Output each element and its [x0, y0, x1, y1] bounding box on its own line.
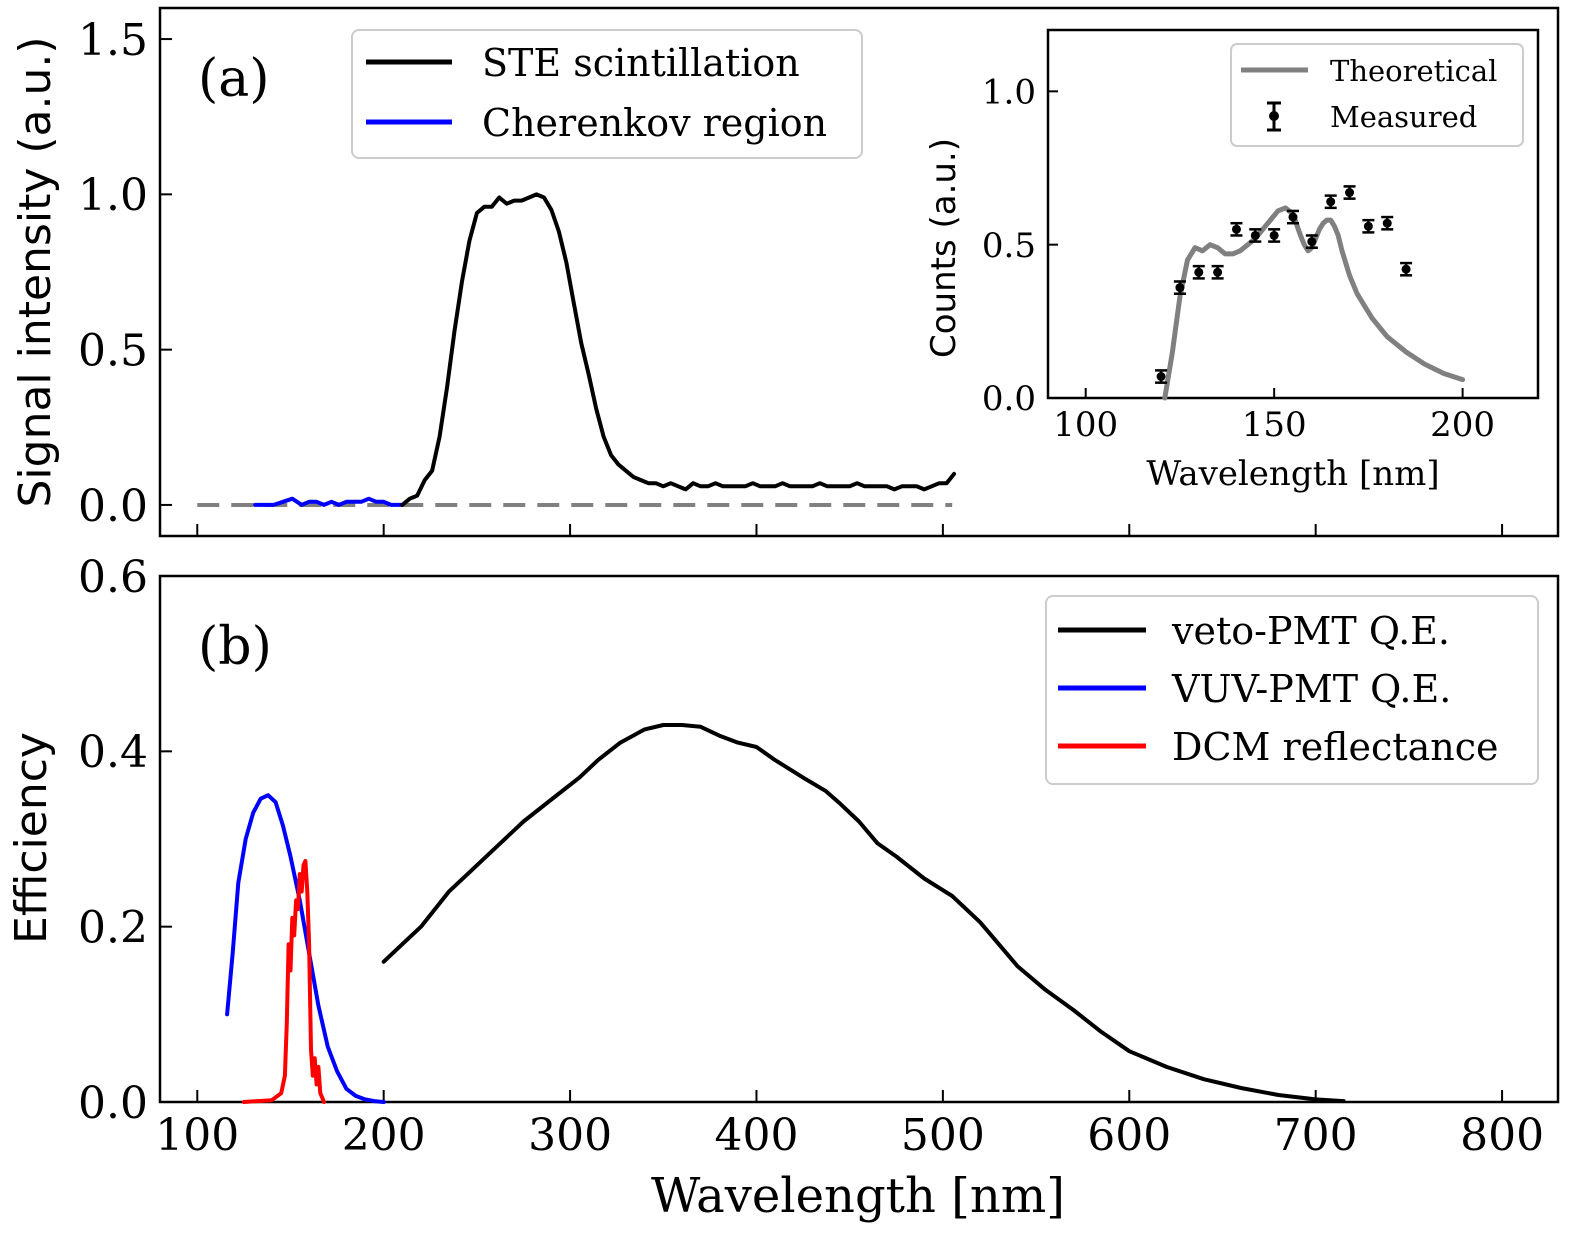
series-dcm-line — [241, 858, 326, 1104]
y-tick-label: 0.2 — [78, 903, 148, 954]
inset-legend: Theoretical Measured — [1230, 43, 1524, 147]
measured-point — [1362, 218, 1375, 234]
y-tick-label: 1.0 — [982, 73, 1036, 113]
series-veto-line — [381, 723, 1346, 1104]
measured-point — [1305, 234, 1318, 249]
y-tick-label: 0.0 — [982, 379, 1036, 419]
legend-dcm-label: DCM reflectance — [1172, 725, 1498, 769]
x-tick-label: 800 — [1460, 1110, 1544, 1161]
measured-point — [1249, 228, 1262, 243]
inset-ticks: 100 150 200 0.0 0.5 1.0 — [982, 73, 1495, 445]
y-tick-label: 1.0 — [78, 170, 148, 221]
legend-measured-label: Measured — [1330, 100, 1477, 134]
y-tick-label: 0.5 — [78, 325, 148, 376]
measured-point — [1192, 264, 1205, 280]
panel-a-frame — [158, 6, 1560, 538]
inset-xlabel: Wavelength [nm] — [1146, 454, 1439, 494]
x-tick-label: 600 — [1087, 1110, 1171, 1161]
series-vuv-line — [225, 793, 386, 1104]
y-tick-label: 0.5 — [982, 226, 1036, 266]
legend-vuv-label: VUV-PMT Q.E. — [1171, 667, 1451, 711]
measured-point — [1211, 264, 1224, 280]
x-tick-label: 100 — [1053, 405, 1118, 445]
measured-point — [1287, 209, 1299, 225]
measured-point — [1324, 194, 1337, 210]
y-tick-label: 0.0 — [78, 1078, 148, 1129]
legend-theoretical-label: Theoretical — [1330, 54, 1497, 88]
x-tick-label: 700 — [1274, 1110, 1358, 1161]
x-tick-label: 200 — [342, 1110, 426, 1161]
measured-point — [1230, 221, 1243, 237]
x-tick-label: 150 — [1242, 405, 1307, 445]
measured-point — [1155, 369, 1168, 384]
measured-point — [1343, 185, 1356, 200]
panel-b-legend: veto-PMT Q.E. VUV-PMT Q.E. DCM reflectan… — [1045, 595, 1539, 785]
panel-b-ylabel: Efficiency — [6, 732, 57, 944]
series-ste-line — [400, 192, 957, 507]
x-tick-label: 300 — [528, 1110, 612, 1161]
inset-chart: 100 150 200 0.0 0.5 1.0 Wavelength [nm] Count… — [924, 28, 1540, 494]
inset-ylabel: Counts (a.u.) — [924, 138, 964, 358]
panel-b-label: (b) — [198, 617, 272, 677]
x-tick-label: 400 — [714, 1110, 798, 1161]
y-tick-label: 0.0 — [78, 481, 148, 532]
legend-measured-marker — [1269, 111, 1279, 121]
x-tick-label: 100 — [155, 1110, 239, 1161]
x-tick-label: 200 — [1430, 405, 1495, 445]
legend-veto-label: veto-PMT Q.E. — [1171, 609, 1450, 653]
x-tick-label: 500 — [901, 1110, 985, 1161]
measured-point — [1381, 215, 1394, 231]
measured-point — [1400, 261, 1413, 277]
series-cherenkov-line — [253, 496, 405, 507]
y-tick-label: 1.5 — [78, 15, 148, 66]
y-tick-label: 0.6 — [78, 552, 148, 603]
measured-point — [1268, 228, 1281, 243]
legend-cherenkov-label: Cherenkov region — [482, 101, 827, 145]
panel-a-series — [197, 192, 957, 507]
y-tick-label: 0.4 — [78, 727, 148, 778]
panel-a-ylabel: Signal intensity (a.u.) — [10, 36, 61, 507]
measured-point — [1173, 280, 1186, 295]
panel-a-ticks: 0.0 0.5 1.0 1.5 — [78, 15, 1504, 536]
panel-b: 100 200 300 400 500 600 700 800 0.0 0.2 0.4 0.6 (b)… — [6, 552, 1560, 1224]
panel-a-legend: STE scintillation Cherenkov region — [351, 29, 863, 159]
panel-b-series — [225, 723, 1346, 1104]
panel-b-xlabel: Wavelength [nm] — [651, 1168, 1065, 1224]
inset-series — [1155, 185, 1466, 401]
panel-b-ticks: 100 200 300 400 500 600 700 800 0.0 0.2 0.4 0.6 — [78, 552, 1544, 1161]
panel-a: 0.0 0.5 1.0 1.5 (a) Signal intensity (a.u.)… — [10, 6, 1560, 538]
panel-a-label: (a) — [198, 49, 270, 109]
legend-ste-label: STE scintillation — [482, 41, 800, 85]
panel-b-frame — [158, 574, 1560, 1104]
